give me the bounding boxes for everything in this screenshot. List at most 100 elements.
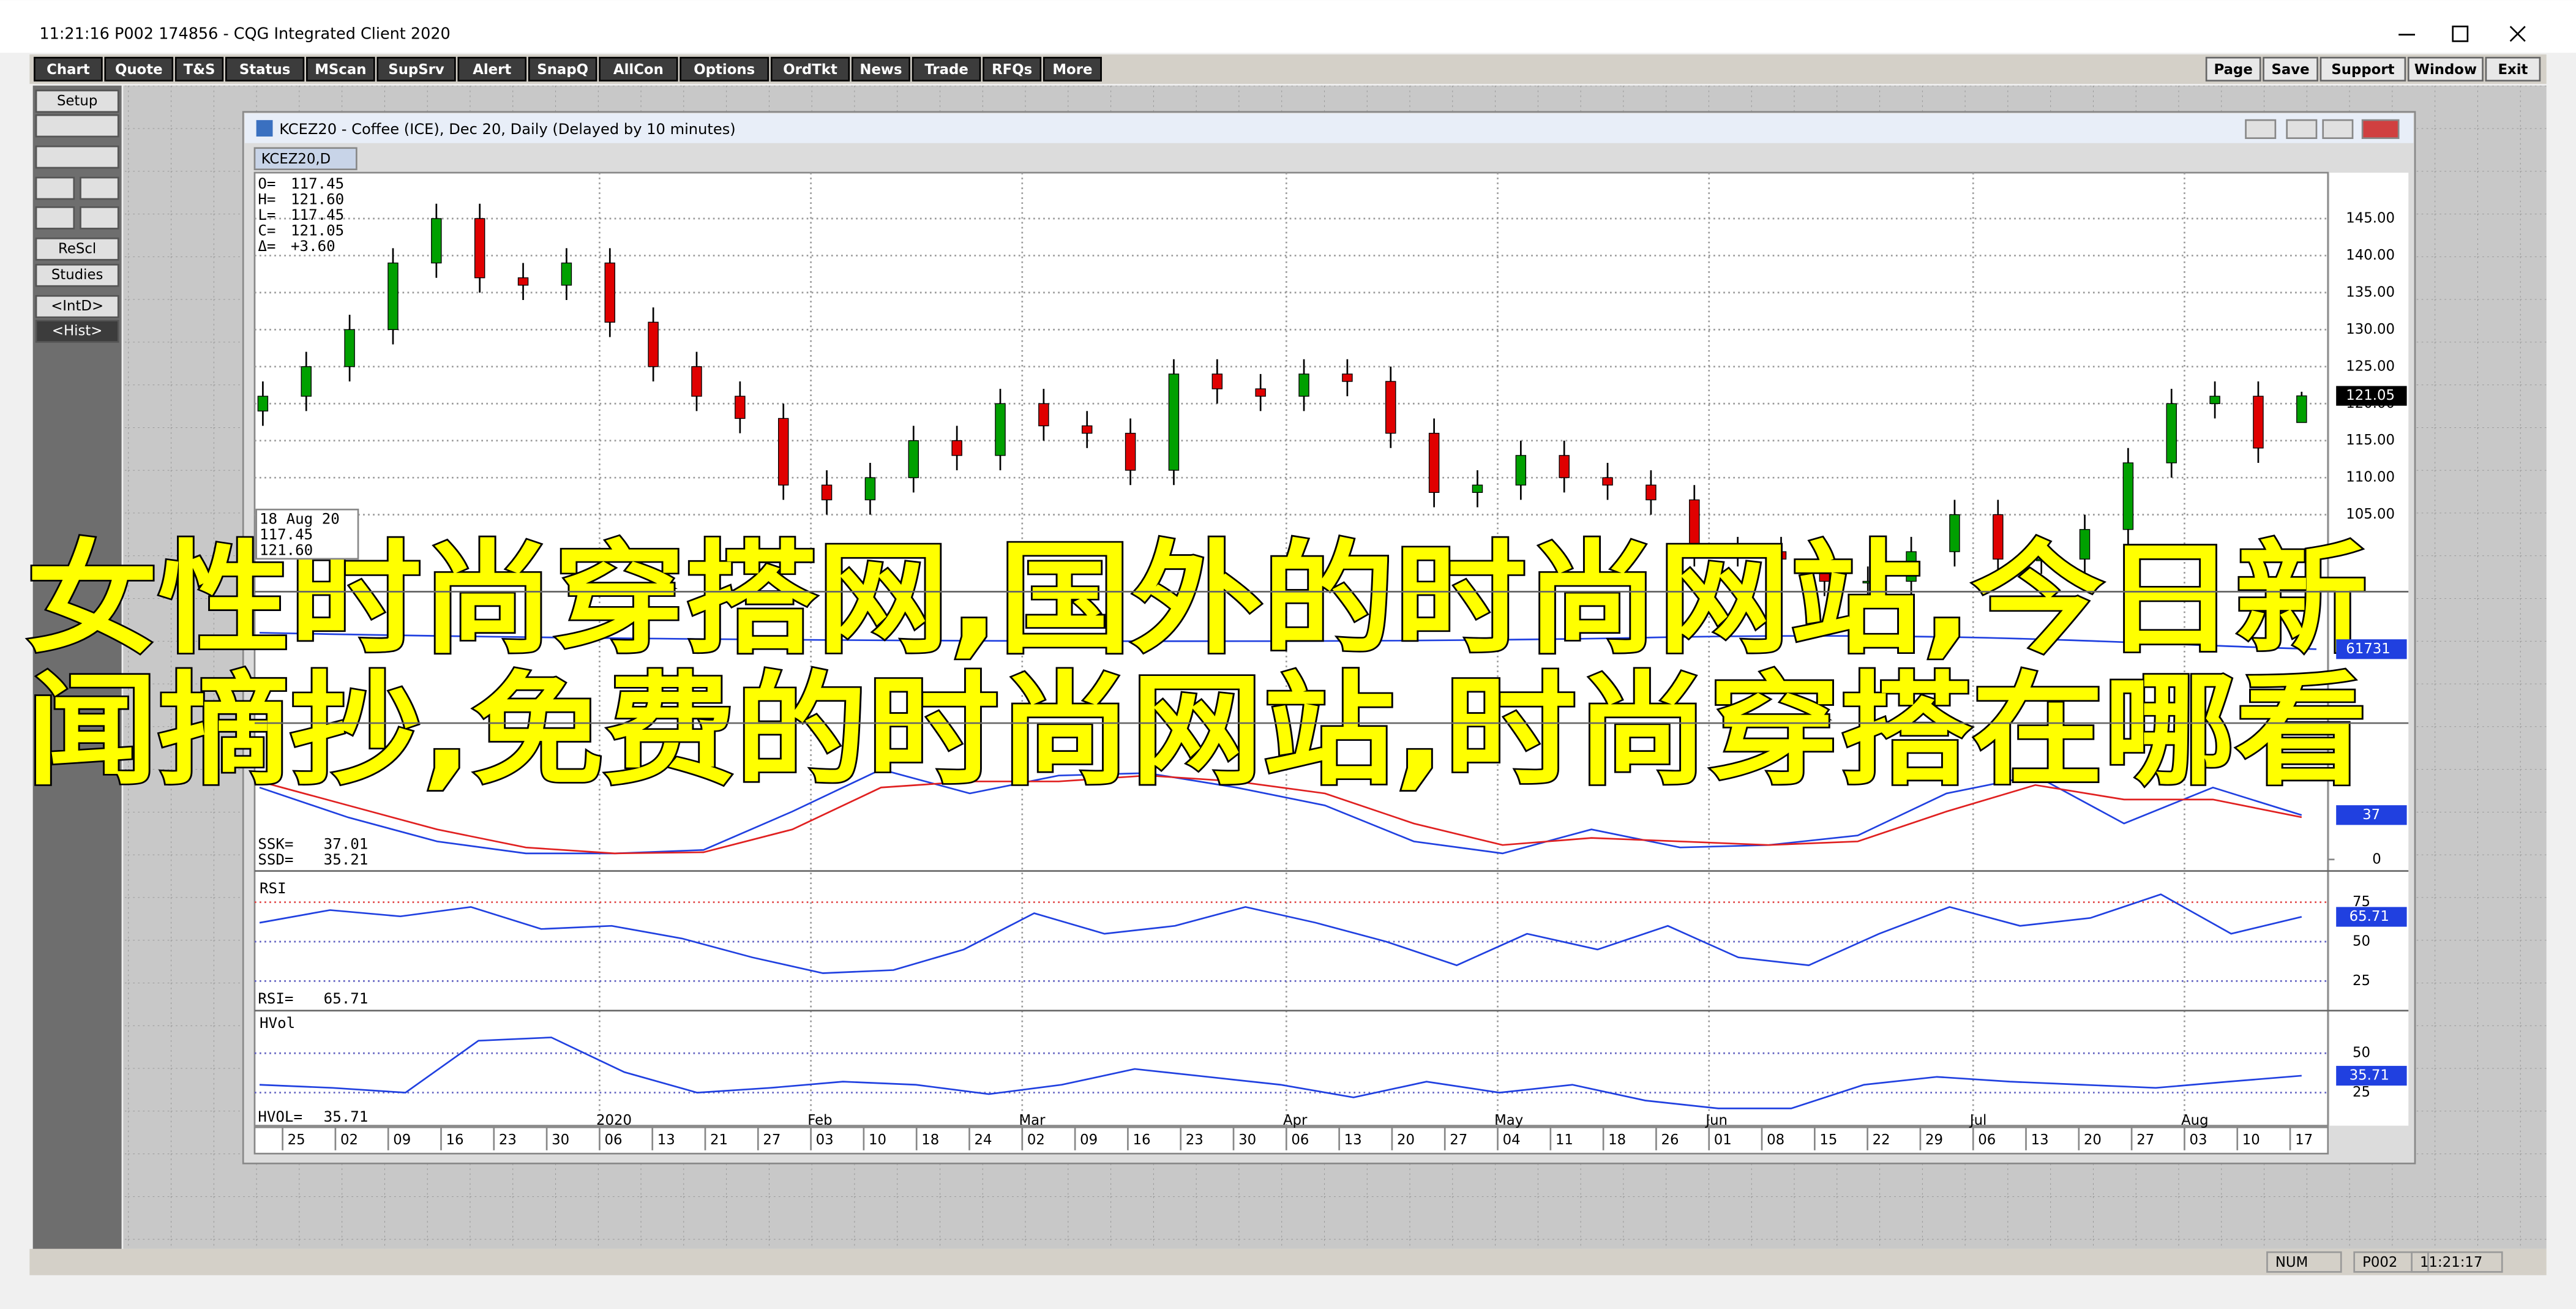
app-icon <box>256 120 273 137</box>
candle-body <box>257 396 269 412</box>
toolbar-button[interactable] <box>770 56 850 82</box>
toolbar-button[interactable] <box>305 56 375 82</box>
y-tick-label: 0 <box>2372 851 2381 867</box>
sidebar-button[interactable] <box>35 320 119 343</box>
sidebar-button[interactable] <box>35 89 119 113</box>
x-tick-label: 13 <box>657 1132 675 1148</box>
candle-body <box>1775 551 1787 560</box>
toolbar-button[interactable] <box>225 56 305 82</box>
toolbar-button[interactable] <box>174 56 224 82</box>
sidebar-icon-button[interactable] <box>35 145 119 169</box>
ohlc-label: H= <box>258 190 275 208</box>
ohlc-value: 117.45 <box>291 206 344 223</box>
y-tick-label: 110.00 <box>2346 470 2395 486</box>
candle-body <box>2166 403 2177 463</box>
sidebar-icon-button[interactable] <box>35 114 119 138</box>
sidebar-button-label: Setup <box>57 93 97 109</box>
candle-body <box>301 366 312 397</box>
candle-body <box>388 262 399 331</box>
toolbar-button[interactable] <box>2320 56 2406 82</box>
sidebar-icon-button[interactable] <box>35 176 75 200</box>
x-tick-label: 13 <box>2031 1132 2049 1148</box>
candle-body <box>517 277 529 286</box>
sidebar-button[interactable] <box>35 238 119 261</box>
sidebar-button[interactable] <box>35 294 119 318</box>
toolbar-button[interactable] <box>457 56 527 82</box>
x-tick-label: 06 <box>1978 1132 1996 1148</box>
toolbar-button-label: OrdTkt <box>783 62 837 78</box>
toolbar-button[interactable] <box>2205 56 2261 82</box>
toolbar-button[interactable] <box>2485 56 2541 82</box>
y-tick-label: 50 <box>2353 933 2370 949</box>
sidebar-icon-button[interactable] <box>80 206 119 230</box>
x-month-label: Aug <box>2181 1112 2209 1128</box>
candle-body <box>908 440 919 478</box>
x-tick-label: 02 <box>1027 1132 1045 1148</box>
chart-tab[interactable] <box>253 147 358 171</box>
x-tick-label: 27 <box>1450 1132 1467 1148</box>
x-tick-label: 23 <box>499 1132 517 1148</box>
x-month-label: Mar <box>1019 1112 1046 1128</box>
x-tick-label: 06 <box>604 1132 622 1148</box>
x-month-label: 2020 <box>596 1112 632 1128</box>
ohlc-value: 121.05 <box>291 222 344 239</box>
toolbar-button[interactable] <box>34 56 103 82</box>
x-tick-label: 08 <box>1767 1132 1784 1148</box>
sidebar-icon-button[interactable] <box>35 206 75 230</box>
candle-body <box>1602 477 1613 486</box>
toolbar-button[interactable] <box>528 56 597 82</box>
candle-body <box>1689 499 1700 552</box>
ohlc-value: 117.45 <box>291 175 344 192</box>
x-tick-label: 23 <box>1186 1132 1204 1148</box>
candle-body <box>821 484 833 501</box>
watermark-text: 闻摘抄,免费的时尚网站,时尚穿搭在哪看 <box>26 660 2367 801</box>
toolbar-button-label: T&S <box>184 62 215 78</box>
toolbar-button[interactable] <box>2263 56 2318 82</box>
toolbar-button[interactable] <box>680 56 769 82</box>
pane-legend-value: 65.71 <box>324 990 369 1007</box>
y-tick-label: 130.00 <box>2346 321 2395 337</box>
candle-body <box>691 366 702 397</box>
sidebar-button-label: <Hist> <box>52 323 102 339</box>
x-month-label: Jul <box>1969 1112 1987 1128</box>
last-price-box <box>2336 386 2407 406</box>
toolbar-button[interactable] <box>599 56 678 82</box>
toolbar-button[interactable] <box>104 56 174 82</box>
x-tick-label: 17 <box>2295 1132 2313 1148</box>
pane-legend-name: RSI= <box>258 990 293 1007</box>
stoch-legend-value: 37.01 <box>324 836 369 853</box>
x-tick-label: 04 <box>1503 1132 1521 1148</box>
y-tick-label: 25 <box>2353 1084 2370 1100</box>
y-tick-label: 140.00 <box>2346 247 2395 263</box>
sidebar-icon-button[interactable] <box>80 176 119 200</box>
candle-body <box>2296 395 2307 423</box>
sidebar-button[interactable] <box>35 263 119 287</box>
chart-window-title-bar <box>244 113 2414 143</box>
toolbar-button-label: AllCon <box>613 62 664 78</box>
candle-body <box>1515 455 1527 486</box>
x-tick-label: 30 <box>552 1132 569 1148</box>
toolbar-button-label: More <box>1052 62 1092 78</box>
chart-window-controls[interactable] <box>2245 119 2400 140</box>
candle-body <box>648 321 659 367</box>
cot-line <box>259 632 2317 650</box>
x-tick-label: 20 <box>1397 1132 1415 1148</box>
toolbar-button[interactable] <box>912 56 981 82</box>
toolbar-button-label: RFQs <box>992 62 1032 78</box>
candle-body <box>1428 432 1440 493</box>
sidebar-button-label: ReScl <box>58 241 96 257</box>
toolbar-button[interactable] <box>2407 56 2484 82</box>
last-price-label: 121.05 <box>2346 388 2395 403</box>
window-controls[interactable] <box>2398 25 2526 42</box>
ohlc-value: +3.60 <box>291 238 335 255</box>
toolbar-button[interactable] <box>983 56 1042 82</box>
toolbar-button[interactable] <box>1043 56 1102 82</box>
toolbar-button[interactable] <box>376 56 456 82</box>
ohlc-label: C= <box>258 222 275 239</box>
cursor-box-text: 18 Aug 20 <box>260 510 340 527</box>
candle-body <box>1385 381 1396 434</box>
toolbar-button[interactable] <box>851 56 911 82</box>
candle-body <box>1559 455 1570 478</box>
sidebar-button-label: Studies <box>51 267 103 283</box>
